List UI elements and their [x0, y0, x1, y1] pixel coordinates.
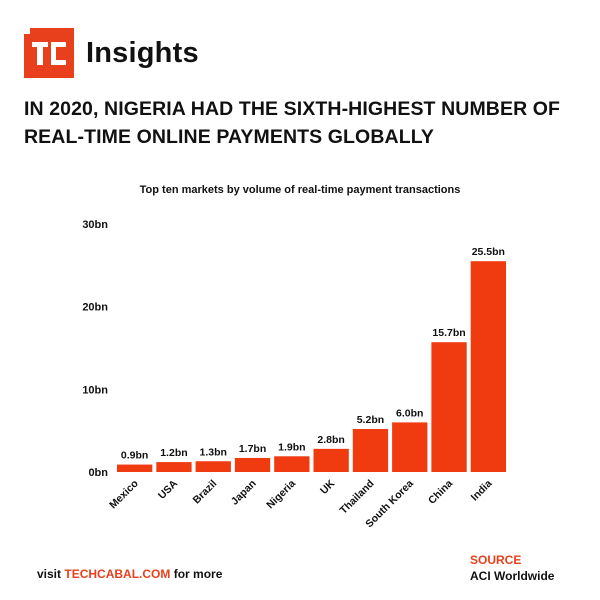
brand-name: Insights [86, 36, 199, 69]
visit-suffix: for more [173, 567, 223, 581]
bar-south-korea [392, 422, 428, 472]
x-tick-label: Thailand [338, 478, 377, 517]
data-label: 1.3bn [200, 446, 227, 458]
source-label: SOURCE [470, 553, 522, 567]
techcabal-link[interactable]: TECHCABAL.COM [64, 567, 171, 581]
bar-nigeria [274, 456, 310, 472]
data-label: 6.0bn [396, 407, 423, 419]
y-tick-label: 20bn [82, 302, 108, 314]
chart-title: Top ten markets by volume of real-time p… [139, 184, 461, 196]
y-tick-label: 30bn [82, 219, 108, 231]
bar-usa [156, 462, 192, 472]
visit-footer: visit TECHCABAL.COM for more [37, 567, 222, 581]
headline: IN 2020, NIGERIA HAD THE SIXTH-HIGHEST N… [24, 98, 561, 148]
y-tick-label: 0bn [88, 467, 108, 479]
data-label: 1.2bn [160, 447, 187, 459]
data-label: 15.7bn [432, 327, 465, 339]
x-tick-label: Mexico [107, 478, 141, 512]
bar-thailand [352, 429, 389, 472]
data-label: 25.5bn [472, 246, 505, 258]
bar-uk [313, 448, 349, 472]
bar-india [470, 261, 506, 472]
techcabal-logo [24, 28, 74, 78]
x-tick-label: India [469, 478, 495, 504]
data-label: 5.2bn [357, 414, 384, 426]
data-label: 0.9bn [121, 450, 148, 462]
bar-china [431, 342, 467, 472]
data-label: 1.9bn [278, 441, 305, 453]
bar-mexico [117, 464, 153, 472]
bar-brazil [195, 461, 231, 472]
x-tick-label: China [426, 478, 455, 507]
bar-japan [234, 457, 271, 472]
x-tick-label: Japan [229, 478, 259, 508]
visit-prefix: visit [37, 567, 62, 581]
data-label: 1.7bn [239, 443, 266, 455]
source-value: ACI Worldwide [470, 569, 555, 583]
x-tick-label: Nigeria [264, 478, 298, 512]
brand-header: Insights [24, 28, 199, 78]
x-tick-label: UK [318, 477, 338, 497]
x-tick-label: USA [156, 477, 180, 501]
x-tick-label: Brazil [191, 478, 220, 507]
data-label: 2.8bn [317, 434, 344, 446]
y-tick-label: 10bn [82, 384, 108, 396]
techcabal-logo-glyph [24, 28, 74, 78]
